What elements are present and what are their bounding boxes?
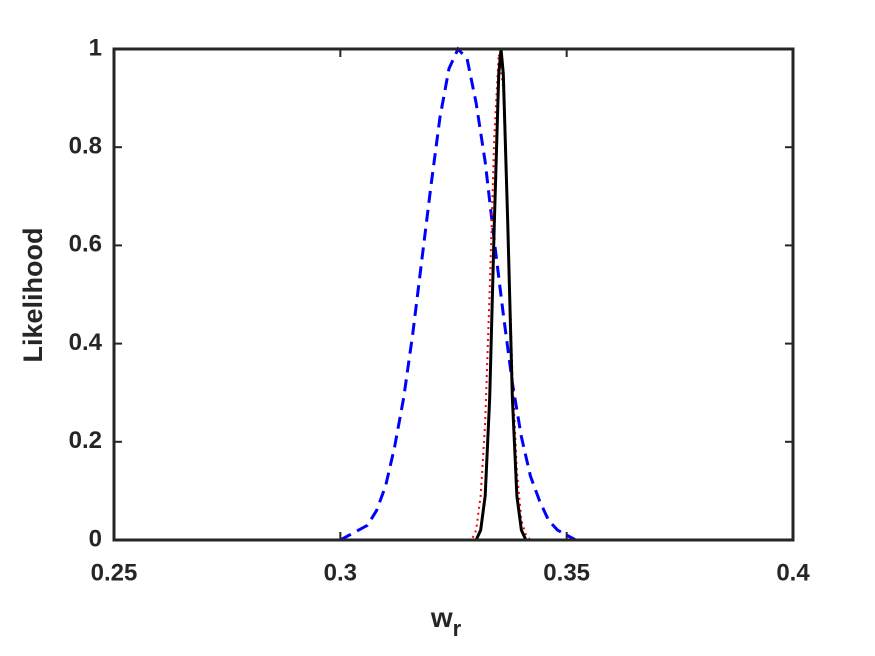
y-tick-label: 1: [89, 34, 102, 61]
y-tick-label: 0: [89, 525, 102, 552]
y-tick-label: 0.6: [69, 231, 102, 258]
x-tick-label: 0.25: [91, 559, 138, 586]
x-axis-label: wr: [430, 602, 462, 640]
series-line: [339, 46, 577, 542]
series-line: [114, 48, 793, 542]
x-tick-label: 0.35: [543, 559, 590, 586]
plot-frame: [112, 47, 795, 542]
y-axis-label: Likelihood: [18, 228, 48, 363]
x-axis-label-subscript: r: [453, 616, 462, 641]
y-tick-label: 0.2: [69, 427, 102, 454]
y-tick-label: 0.4: [69, 329, 103, 356]
x-tick-label: 0.3: [324, 559, 357, 586]
x-axis-label-main: w: [430, 602, 453, 633]
series-line: [114, 53, 793, 541]
y-tick-label: 0.8: [69, 133, 102, 160]
x-tick-label: 0.4: [776, 559, 810, 586]
